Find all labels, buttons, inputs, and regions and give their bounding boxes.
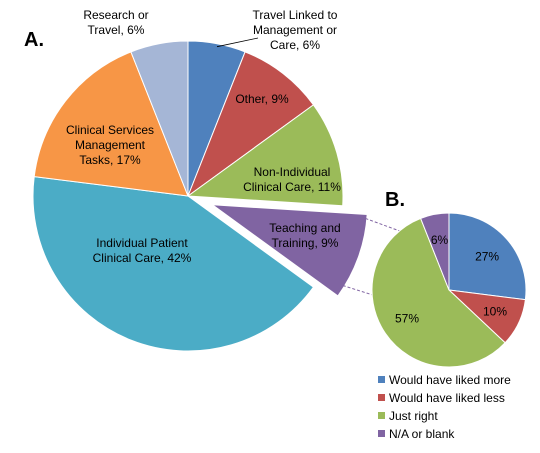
- pie-a-label-individual-patient-clinical-care: Individual Patient Clinical Care, 42%: [93, 236, 192, 265]
- legend-swatch-n-a-or-blank: [378, 430, 385, 437]
- pie-b-data-label-would-have-liked-less: 10%: [483, 305, 507, 319]
- legend-swatch-would-have-liked-more: [378, 376, 385, 383]
- legend-label-n-a-or-blank: N/A or blank: [389, 427, 455, 441]
- pie-b-data-label-just-right: 57%: [395, 312, 419, 326]
- legend-swatch-would-have-liked-less: [378, 394, 385, 401]
- labels-b: 27% 10% 57% 6%: [395, 233, 507, 326]
- pie-a-slice-research-or-travel: [130, 40, 189, 197]
- labels-a: Travel Linked to Management or Care, 6% Oth…: [66, 8, 341, 265]
- legend-swatch-just-right: [378, 412, 385, 419]
- pie-a-slice-non-individual-clinical-care: [186, 104, 344, 207]
- pie-b-data-label-n-a-or-blank: 6%: [431, 233, 449, 247]
- pie-a-slice-other: [186, 51, 315, 198]
- pie-a-slice-clinical-services-management-tasks: [33, 51, 189, 197]
- legend-label-would-have-liked-less: Would have liked less: [389, 391, 505, 405]
- legend-b: Would have liked more Would have liked le…: [378, 373, 511, 441]
- pie-a-slice-individual-patient-clinical-care: [32, 176, 315, 352]
- panel-label-a: A.: [24, 29, 44, 51]
- pie-a-label-non-individual-clinical-care: Non-Individual Clinical Care, 11%: [243, 165, 341, 194]
- pie-a-label-research-or-travel: Research or Travel, 6%: [83, 8, 148, 37]
- pie-b-slice-just-right: [371, 217, 506, 368]
- panel-label-b: B.: [385, 189, 405, 211]
- pie-a-label-travel-linked-to-management-or-care: Travel Linked to Management or Care, 6%: [253, 8, 338, 52]
- pie-b-slice-n-a-or-blank: [420, 212, 450, 291]
- pie-b-data-label-would-have-liked-more: 27%: [475, 249, 499, 263]
- pie-a-slice-teaching-and-training: [210, 204, 368, 297]
- pie-a-label-teaching-and-training: Teaching and Training, 9%: [269, 221, 340, 250]
- legend-label-just-right: Just right: [389, 409, 438, 423]
- legend-label-would-have-liked-more: Would have liked more: [389, 373, 511, 387]
- connector-line-bottom: [337, 283, 377, 297]
- pie-a-label-other: Other, 9%: [235, 92, 289, 106]
- pie-a-label-clinical-services-management-tasks: Clinical Services Management Tasks, 17%: [66, 123, 154, 167]
- leader-line-travel: [216, 37, 259, 48]
- pie-chart-a: [32, 40, 368, 352]
- pie-b-slice-would-have-liked-more: [448, 212, 527, 301]
- pie-chart-b: [371, 212, 527, 368]
